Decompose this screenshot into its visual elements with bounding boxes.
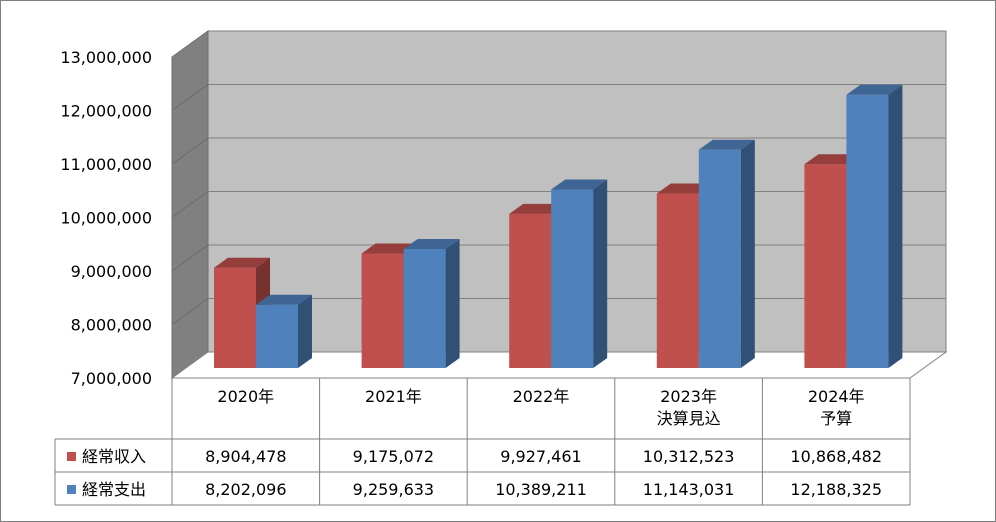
data-value-label: 12,188,325	[790, 480, 882, 499]
data-value-label: 10,389,211	[495, 480, 587, 499]
bar-top	[551, 179, 608, 190]
x-category-label: 2020年	[217, 387, 274, 406]
bar-expense-4	[846, 84, 903, 368]
gridline-side	[171, 84, 209, 111]
bar-side	[888, 84, 903, 368]
y-tick-label: 11,000,000	[60, 155, 152, 174]
bar-front	[698, 149, 741, 368]
data-value-label: 9,175,072	[353, 447, 434, 466]
gridline-side	[171, 244, 209, 272]
bar-front	[656, 193, 699, 368]
data-value-label: 9,927,461	[500, 447, 581, 466]
x-category-label: 2022年	[513, 387, 570, 406]
gridline-side	[171, 137, 209, 165]
bar-expense-3	[698, 139, 755, 368]
bar-expense-0	[256, 294, 312, 368]
data-value-label: 9,259,633	[353, 480, 434, 499]
bar-front	[509, 213, 552, 368]
x-category-label: 2023年決算見込	[657, 387, 721, 428]
y-tick-label: 10,000,000	[60, 209, 152, 228]
data-value-label: 10,868,482	[790, 447, 882, 466]
legend-key-income	[67, 452, 76, 461]
bar-front	[361, 253, 404, 368]
bar-front	[804, 164, 847, 368]
y-tick-label: 13,000,000	[60, 48, 152, 67]
bar-front	[551, 189, 594, 368]
data-value-label: 11,143,031	[643, 480, 735, 499]
y-tick-label: 9,000,000	[71, 262, 152, 281]
series-name: 経常支出	[82, 480, 146, 499]
legend-key-expense	[67, 485, 76, 494]
y-tick-label: 12,000,000	[60, 102, 152, 121]
bar-front	[403, 248, 446, 368]
bar-top	[256, 294, 312, 305]
data-value-label: 10,312,523	[643, 447, 735, 466]
gridline-side	[171, 298, 209, 325]
bar-side	[298, 294, 312, 368]
bar-front	[846, 94, 889, 368]
data-value-label: 8,202,096	[205, 480, 286, 499]
bar-top	[698, 139, 755, 150]
y-tick-label: 8,000,000	[71, 316, 152, 335]
bar-side	[445, 238, 460, 368]
bar-top	[846, 84, 903, 95]
bar-top	[403, 238, 460, 249]
bar-expense-1	[403, 238, 460, 368]
x-category-label: 2021年	[365, 387, 422, 406]
series-name: 経常収入	[82, 447, 146, 466]
bar-front	[214, 267, 256, 368]
x-category-label: 2024年予算	[808, 387, 865, 428]
gridline-side	[171, 191, 209, 218]
bar-front	[256, 304, 298, 368]
bar-expense-2	[551, 179, 608, 368]
bar-side	[740, 139, 755, 368]
bar-side	[593, 179, 608, 368]
bar-top	[214, 257, 270, 268]
data-value-label: 8,904,478	[205, 447, 286, 466]
y-tick-label: 7,000,000	[71, 369, 152, 388]
